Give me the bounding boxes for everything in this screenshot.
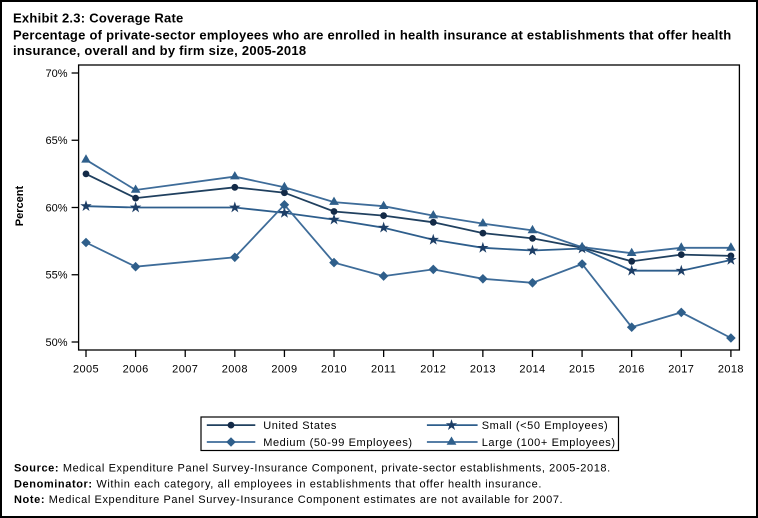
- svg-text:2013: 2013: [470, 364, 496, 376]
- svg-text:2014: 2014: [519, 364, 545, 376]
- svg-text:2008: 2008: [222, 364, 248, 376]
- svg-text:insurance, overall and by firm: insurance, overall and by firm size, 200…: [13, 43, 306, 58]
- svg-text:2007: 2007: [172, 364, 198, 376]
- svg-text:Small (<50 Employees): Small (<50 Employees): [482, 420, 609, 432]
- svg-text:2012: 2012: [420, 364, 446, 376]
- svg-text:2018: 2018: [718, 364, 744, 376]
- svg-text:2010: 2010: [321, 364, 347, 376]
- svg-text:65%: 65%: [45, 135, 67, 147]
- svg-text:55%: 55%: [45, 270, 67, 282]
- svg-text:Denominator: Within each categ: Denominator: Within each category, all e…: [14, 478, 542, 490]
- svg-text:United States: United States: [263, 420, 337, 432]
- svg-text:2017: 2017: [668, 364, 694, 376]
- svg-text:Large (100+ Employees): Large (100+ Employees): [482, 437, 616, 449]
- svg-text:Note: Medical Expenditure Pane: Note: Medical Expenditure Panel Survey-I…: [14, 494, 563, 506]
- svg-text:70%: 70%: [45, 68, 67, 80]
- svg-text:2005: 2005: [73, 364, 99, 376]
- svg-text:Source: Medical Expenditure Pa: Source: Medical Expenditure Panel Survey…: [14, 463, 611, 475]
- svg-text:2015: 2015: [569, 364, 595, 376]
- svg-text:Exhibit 2.3: Coverage Rate: Exhibit 2.3: Coverage Rate: [13, 11, 184, 26]
- svg-text:2011: 2011: [371, 364, 396, 376]
- svg-text:2016: 2016: [619, 364, 645, 376]
- svg-text:Medium (50-99 Employees): Medium (50-99 Employees): [263, 437, 413, 449]
- svg-text:Percentage of private-sector e: Percentage of private-sector employees w…: [13, 28, 731, 43]
- svg-text:2009: 2009: [271, 364, 297, 376]
- svg-text:50%: 50%: [45, 337, 67, 349]
- svg-text:Percent: Percent: [14, 185, 26, 226]
- svg-text:60%: 60%: [45, 202, 67, 214]
- svg-text:2006: 2006: [123, 364, 149, 376]
